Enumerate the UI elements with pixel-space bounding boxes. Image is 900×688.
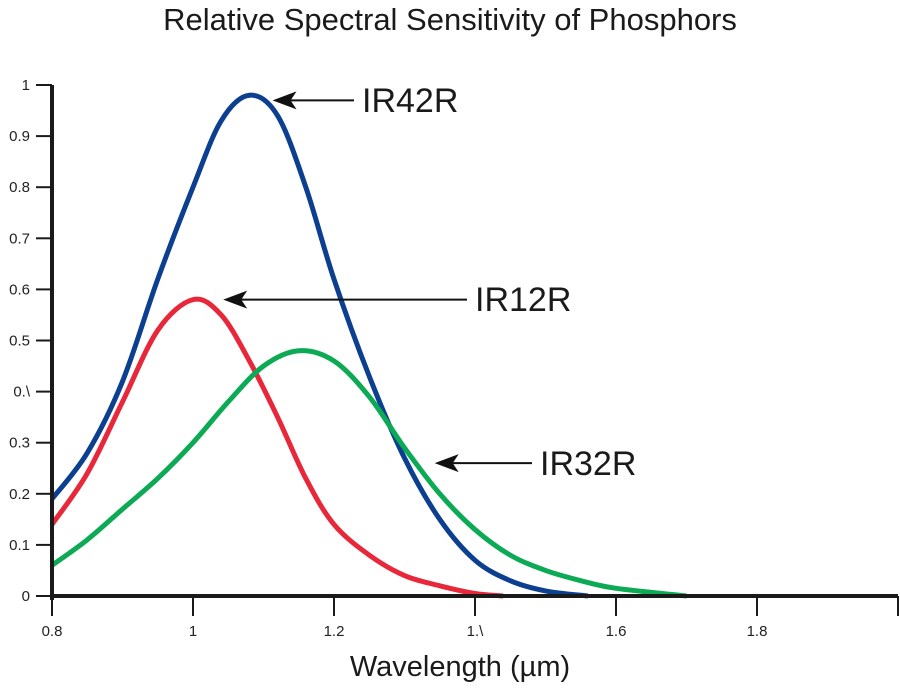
- arrow-head-icon: [434, 454, 459, 473]
- curves-layer: [49, 92, 687, 599]
- x-tick-label: 0.8: [42, 623, 63, 640]
- annotation-label: IR42R: [362, 82, 458, 120]
- series-line-ir12r: [49, 296, 504, 599]
- x-axis-label: Wavelength (µm): [350, 651, 570, 683]
- y-tick-label: 0.\: [13, 384, 31, 401]
- annotation-ir42r: IR42R: [272, 82, 458, 120]
- y-tick-label: 0.1: [9, 537, 30, 554]
- y-tick-label: 0.5: [9, 333, 30, 350]
- annotation-ir12r: IR12R: [223, 281, 571, 319]
- y-tick-label: 1: [22, 77, 30, 94]
- y-tick-label: 0.8: [9, 179, 30, 196]
- series-line-ir32r: [50, 348, 687, 599]
- y-tick-label: 0.7: [9, 230, 30, 247]
- annotation-ir32r: IR32R: [434, 445, 636, 483]
- x-tick-label: 1.\: [467, 623, 485, 640]
- annotations-layer: IR42R IR12R IR32R: [223, 82, 636, 483]
- annotation-label: IR32R: [540, 445, 636, 483]
- chart-title: Relative Spectral Sensitivity of Phospho…: [163, 2, 737, 37]
- x-tick-label: 1: [189, 623, 197, 640]
- y-tick-label: 0.9: [9, 128, 30, 145]
- y-tick-label: 0.6: [9, 281, 30, 298]
- x-tick-label: 1.8: [747, 623, 768, 640]
- x-tick-label: 1.6: [606, 623, 627, 640]
- y-tick-label: 0.2: [9, 486, 30, 503]
- annotation-label: IR12R: [475, 281, 571, 319]
- y-tick-label: 0: [22, 588, 30, 605]
- arrow-head-icon: [223, 290, 248, 309]
- y-tick-label: 0.3: [9, 435, 30, 452]
- axes-layer: 0 0.1 0.2 0.3 0.\ 0.5 0.6 0.7 0.8 0.9 1 0.8 1 1.2 1.\ 1…: [9, 77, 899, 640]
- series-line-ir42r: [50, 92, 589, 599]
- x-tick-label: 1.2: [324, 623, 345, 640]
- arrow-head-icon: [272, 91, 297, 110]
